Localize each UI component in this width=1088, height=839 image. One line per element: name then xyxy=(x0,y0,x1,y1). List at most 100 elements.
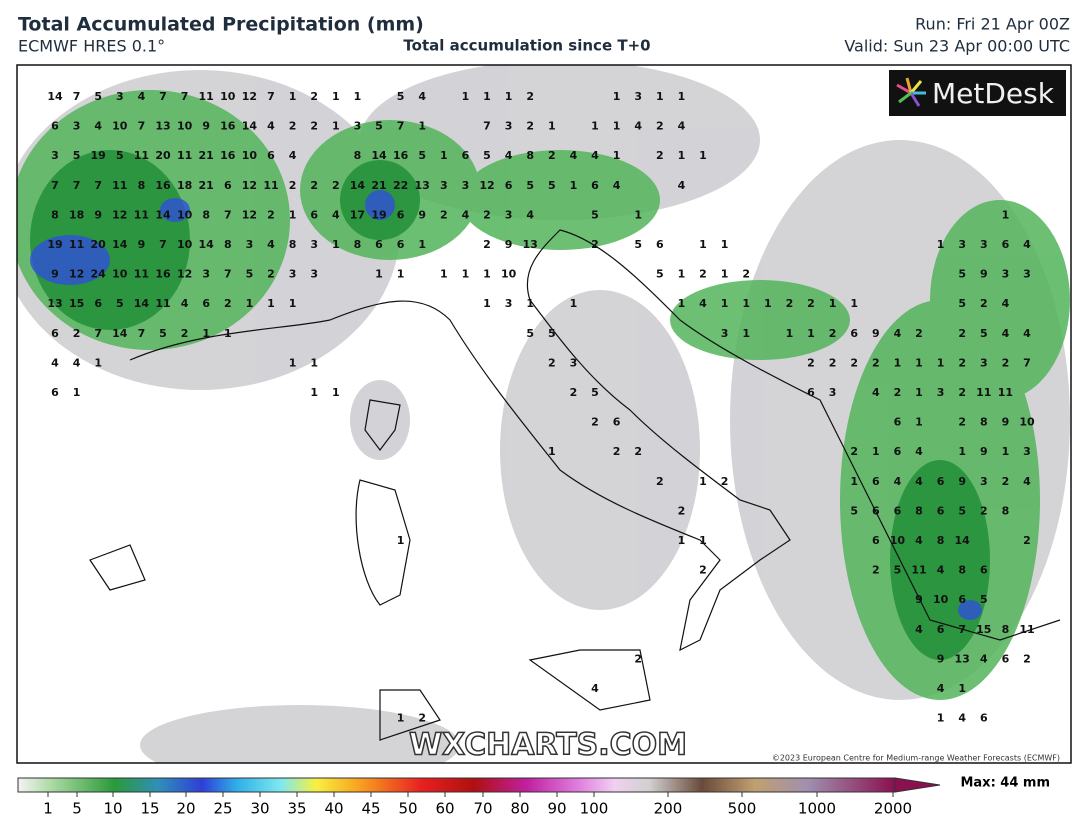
precip-label: 4 xyxy=(937,564,945,577)
precip-label: 1 xyxy=(289,90,297,103)
precip-label: 2 xyxy=(526,90,534,103)
precip-label: 20 xyxy=(155,149,171,162)
precip-label: 4 xyxy=(418,90,426,103)
precip-label: 14 xyxy=(155,208,171,221)
precip-label: 8 xyxy=(224,238,232,251)
precip-label: 6 xyxy=(807,386,815,399)
precip-label: 5 xyxy=(958,504,966,517)
precip-label: 8 xyxy=(354,149,362,162)
precip-label: 4 xyxy=(332,208,340,221)
precip-label: 4 xyxy=(526,208,534,221)
precip-label: 11 xyxy=(263,179,278,192)
precip-label: 6 xyxy=(937,475,945,488)
precip-label: 13 xyxy=(523,238,538,251)
precip-label: 8 xyxy=(526,149,534,162)
precip-label: 11 xyxy=(134,149,149,162)
precip-label: 12 xyxy=(112,208,127,221)
precip-label: 6 xyxy=(51,120,59,133)
title: Total Accumulated Precipitation (mm) xyxy=(18,14,424,36)
precip-label: 3 xyxy=(505,297,513,310)
precip-label: 3 xyxy=(958,238,966,251)
precip-label: 10 xyxy=(112,268,128,281)
precip-label: 14 xyxy=(47,90,63,103)
logo-text: MetDesk xyxy=(932,77,1055,110)
precip-label: 3 xyxy=(937,386,945,399)
precip-label: 5 xyxy=(548,327,556,340)
precip-label: 2 xyxy=(418,712,426,725)
logo-icon xyxy=(896,77,926,107)
precip-label: 1 xyxy=(1002,208,1010,221)
precip-label: 2 xyxy=(613,445,621,458)
copyright: ©2023 European Centre for Medium-range W… xyxy=(772,754,1060,763)
precip-label: 2 xyxy=(894,386,902,399)
colorbar-tick-label: 2000 xyxy=(874,800,912,818)
precip-label: 4 xyxy=(462,208,470,221)
precip-label: 9 xyxy=(202,120,210,133)
precip-label: 1 xyxy=(375,268,383,281)
colorbar-tick-label: 25 xyxy=(213,800,232,818)
precip-label: 1 xyxy=(829,297,837,310)
precip-label: 2 xyxy=(1023,652,1031,665)
precip-label: 2 xyxy=(656,120,664,133)
colorbar-tick-label: 100 xyxy=(580,800,609,818)
precip-label: 9 xyxy=(94,208,102,221)
precip-label: 2 xyxy=(73,327,81,340)
precip-label: 6 xyxy=(267,149,275,162)
precip-label: 2 xyxy=(289,179,297,192)
precip-label: 5 xyxy=(73,149,81,162)
precip-label: 7 xyxy=(267,90,275,103)
precip-label: 7 xyxy=(94,179,102,192)
subtitle: Total accumulation since T+0 xyxy=(403,37,650,55)
precip-label: 5 xyxy=(548,179,556,192)
precip-label: 10 xyxy=(501,268,517,281)
precip-label: 1 xyxy=(332,90,340,103)
precip-label: 4 xyxy=(937,682,945,695)
precip-label: 9 xyxy=(915,593,923,606)
precip-label: 5 xyxy=(116,149,124,162)
precip-label: 1 xyxy=(678,534,686,547)
precip-label: 9 xyxy=(1002,416,1010,429)
precip-label: 7 xyxy=(181,90,189,103)
watermark: WXCHARTS.COM xyxy=(409,728,687,763)
precip-label: 5 xyxy=(850,504,858,517)
precip-label: 6 xyxy=(872,504,880,517)
precip-label: 3 xyxy=(1002,268,1010,281)
precip-label: 4 xyxy=(267,238,275,251)
precip-label: 4 xyxy=(958,712,966,725)
precip-label: 5 xyxy=(418,149,426,162)
precip-label: 4 xyxy=(678,120,686,133)
precip-label: 2 xyxy=(742,268,750,281)
precip-label: 1 xyxy=(440,268,448,281)
colorbar-tick-label: 50 xyxy=(398,800,417,818)
precip-label: 4 xyxy=(1023,327,1031,340)
precip-label: 2 xyxy=(850,445,858,458)
colorbar-tick-label: 10 xyxy=(103,800,122,818)
precip-label: 5 xyxy=(526,179,534,192)
precip-label: 3 xyxy=(310,268,318,281)
precip-label: 6 xyxy=(1002,238,1010,251)
precip-label: 3 xyxy=(310,238,318,251)
precip-label: 1 xyxy=(613,90,621,103)
precip-label: 1 xyxy=(721,268,729,281)
precip-label: 2 xyxy=(958,386,966,399)
precip-label: 18 xyxy=(177,179,192,192)
precip-label: 3 xyxy=(51,149,59,162)
precip-label: 11 xyxy=(112,179,127,192)
precip-label: 4 xyxy=(699,297,707,310)
precip-label: 2 xyxy=(483,208,491,221)
precip-label: 3 xyxy=(73,120,81,133)
colorbar-tick-label: 20 xyxy=(176,800,195,818)
colorbar-tick-label: 1 xyxy=(43,800,53,818)
precip-label: 1 xyxy=(526,297,534,310)
precip-label: 14 xyxy=(199,238,215,251)
precip-label: 16 xyxy=(220,120,236,133)
precip-label: 20 xyxy=(91,238,107,251)
precip-label: 4 xyxy=(138,90,146,103)
colorbar-tick-label: 70 xyxy=(473,800,492,818)
precip-label: 1 xyxy=(937,712,945,725)
precip-label: 8 xyxy=(289,238,297,251)
precip-label: 11 xyxy=(134,208,149,221)
precip-label: 1 xyxy=(73,386,81,399)
precip-label: 11 xyxy=(911,564,926,577)
precip-label: 1 xyxy=(721,297,729,310)
